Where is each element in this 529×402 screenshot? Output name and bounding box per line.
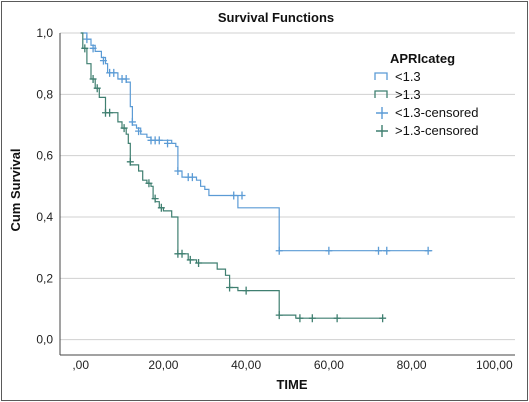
legend-entry-label: >1.3-censored [395, 123, 478, 138]
censor-mark-series-2 [126, 157, 134, 166]
censor-mark-series-1 [188, 173, 196, 182]
y-axis-title: Cum Survival [8, 148, 23, 231]
censor-mark-series-1 [275, 246, 283, 255]
x-tick-label: 20,00 [148, 358, 178, 372]
censor-mark-series-1 [238, 191, 246, 200]
series-layer [80, 32, 433, 323]
legend: APRIcateg <1.3 >1.3 <1.3-censored >1.3-cens… [374, 51, 478, 138]
censor-mark-series-1 [83, 35, 91, 44]
censor-mark-series-1 [128, 117, 136, 126]
tick-labels: 0,0 0,2 0,4 0,6 0,8 1,0 ,00 20,00 40,00 60,00 80,0… [36, 26, 513, 372]
y-tick-label: 0,6 [36, 149, 53, 163]
censor-mark-series-2 [308, 314, 316, 323]
censor-mark-series-2 [120, 124, 128, 133]
censor-mark-series-1 [155, 136, 163, 145]
censor-mark-series-2 [145, 179, 153, 188]
censor-mark-series-1 [230, 191, 238, 200]
censor-mark-series-2 [333, 314, 341, 323]
legend-entry-label: <1.3 [395, 69, 421, 84]
x-tick-label: 80,00 [397, 358, 427, 372]
censor-mark-series-1 [122, 75, 130, 83]
censor-mark-series-2 [89, 75, 97, 83]
legend-swatch-censor [376, 125, 388, 137]
censor-mark-series-1 [135, 127, 143, 136]
chart-title: Survival Functions [218, 10, 334, 25]
censor-mark-series-1 [325, 246, 333, 255]
censor-mark-series-2 [379, 314, 387, 323]
y-tick-label: 1,0 [36, 26, 53, 40]
censor-mark-series-2 [186, 255, 194, 264]
censor-mark-series-2 [296, 314, 304, 323]
legend-swatch-line [374, 72, 388, 80]
censor-mark-series-1 [164, 139, 172, 148]
censor-mark-series-2 [242, 286, 250, 295]
censor-mark-series-2 [157, 203, 165, 212]
censor-mark-series-1 [174, 167, 182, 175]
grid-lines [59, 32, 515, 356]
survival-curve-series-2 [80, 32, 383, 319]
censor-mark-series-1 [99, 56, 107, 65]
y-tick-label: 0,0 [36, 333, 53, 347]
x-tick-label: ,00 [72, 358, 89, 372]
censor-mark-series-2 [275, 311, 283, 320]
censor-mark-series-2 [226, 283, 234, 292]
y-tick-label: 0,2 [36, 271, 53, 285]
x-tick-label: 60,00 [314, 358, 344, 372]
legend-title: APRIcateg [390, 51, 455, 66]
y-tick-label: 0,8 [36, 87, 53, 101]
censor-mark-series-1 [383, 246, 391, 255]
legend-entry-label: <1.3-censored [395, 105, 478, 120]
legend-swatch-censor [376, 107, 388, 119]
survival-curve-series-1 [80, 32, 433, 252]
censor-mark-series-1 [89, 44, 97, 53]
censor-mark-series-1 [110, 68, 118, 77]
censor-mark-series-2 [151, 194, 159, 203]
legend-entry-label: >1.3 [395, 87, 421, 102]
legend-swatch-line [374, 90, 388, 98]
censor-mark-series-2 [106, 108, 114, 117]
y-tick-label: 0,4 [36, 210, 53, 224]
x-axis-title: TIME [276, 377, 307, 392]
censor-mark-series-2 [81, 44, 89, 53]
x-tick-label: 40,00 [231, 358, 261, 372]
censor-mark-series-1 [375, 246, 382, 255]
censor-mark-series-2 [93, 84, 101, 93]
censor-mark-series-1 [424, 246, 432, 255]
censor-mark-series-2 [195, 259, 203, 267]
censor-mark-series-2 [178, 249, 186, 258]
x-tick-label: 100,00 [476, 358, 513, 372]
